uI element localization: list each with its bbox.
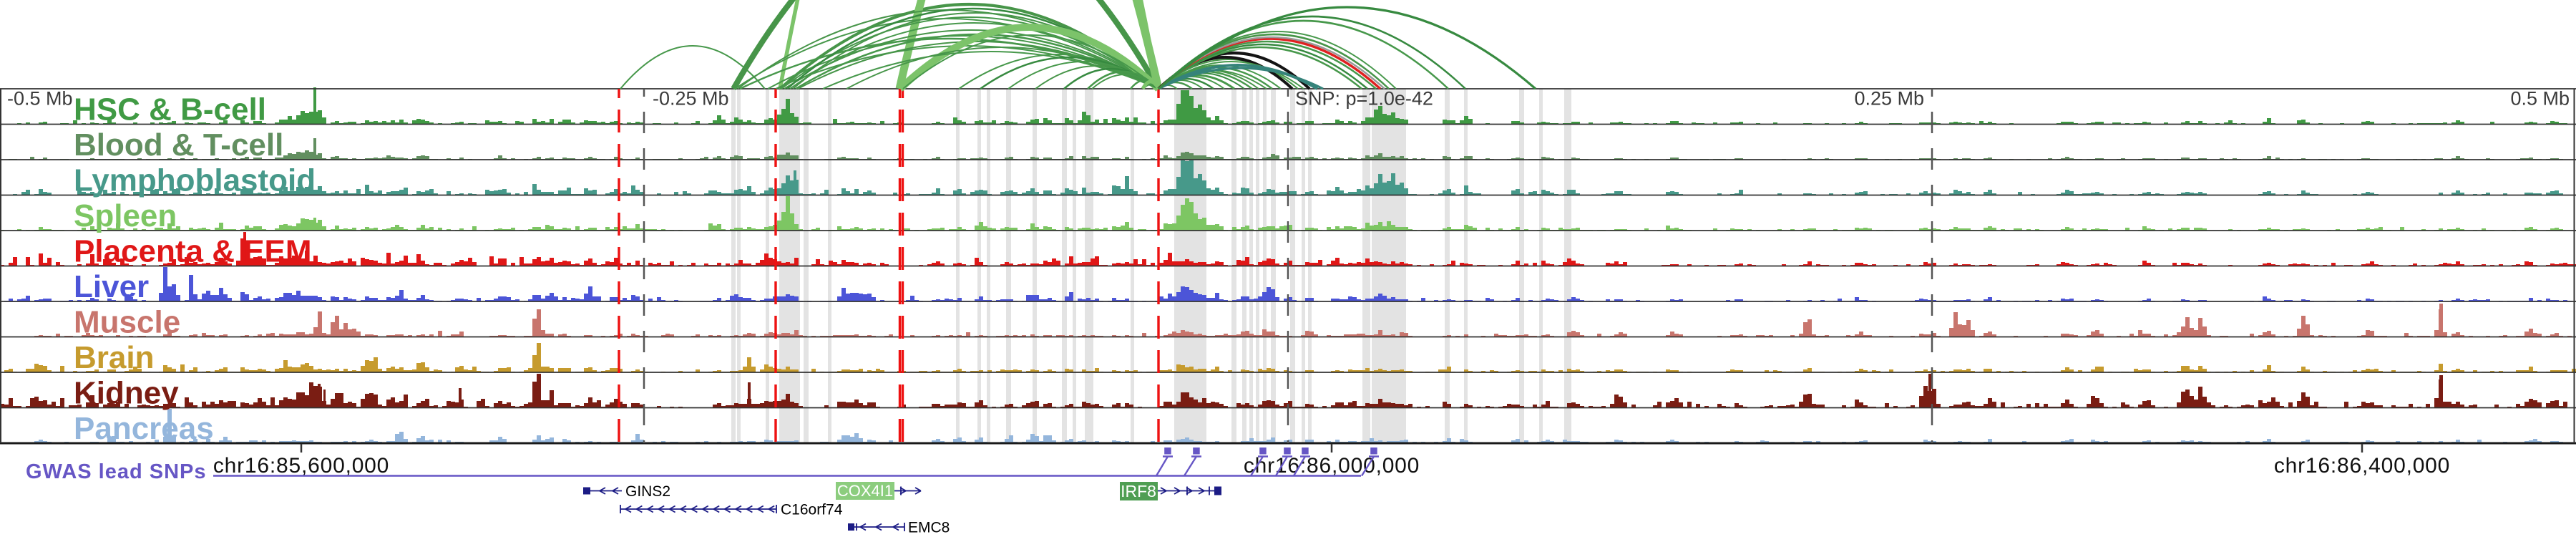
svg-text:C16orf74: C16orf74 [781,502,843,518]
svg-text:Lymphoblastoid: Lymphoblastoid [74,163,316,198]
svg-text:Brain: Brain [74,340,154,375]
svg-text:Blood & T-cell: Blood & T-cell [74,127,283,163]
svg-text:Muscle: Muscle [74,305,180,340]
svg-text:GINS2: GINS2 [625,483,670,500]
svg-text:-0.5 Mb: -0.5 Mb [7,88,73,110]
svg-text:0.25 Mb: 0.25 Mb [1854,88,1924,110]
svg-text:EMC8: EMC8 [908,520,950,536]
svg-text:Spleen: Spleen [74,198,177,233]
svg-text:chr16:85,600,000: chr16:85,600,000 [213,454,389,478]
svg-text:IRF8: IRF8 [1121,482,1156,500]
svg-text:Placenta & EEM: Placenta & EEM [74,234,312,269]
svg-text:Liver: Liver [74,269,149,304]
svg-text:chr16:86,000,000: chr16:86,000,000 [1244,454,1420,478]
svg-text:chr16:86,400,000: chr16:86,400,000 [2274,454,2450,478]
svg-text:0.5 Mb: 0.5 Mb [2510,88,2570,110]
svg-text:Kidney: Kidney [74,376,179,411]
svg-text:GWAS lead SNPs: GWAS lead SNPs [26,460,207,483]
svg-text:Pancreas: Pancreas [74,411,214,446]
svg-text:COX4I1: COX4I1 [837,482,893,500]
svg-text:-0.25 Mb: -0.25 Mb [653,88,729,110]
svg-text:HSC & B-cell: HSC & B-cell [74,92,266,127]
svg-text:SNP: p=1.0e-42: SNP: p=1.0e-42 [1295,88,1433,110]
